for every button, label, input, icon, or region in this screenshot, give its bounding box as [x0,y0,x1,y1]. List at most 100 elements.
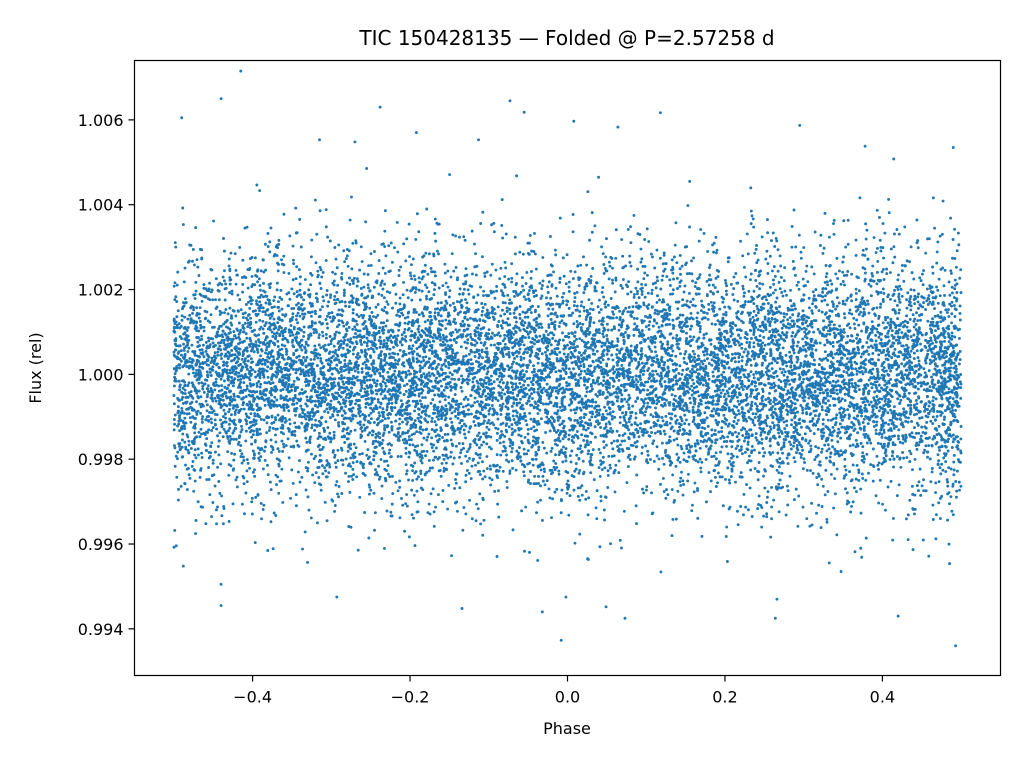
data-point [388,367,392,371]
data-point [424,454,427,458]
data-point [404,389,408,393]
data-point [181,223,185,226]
data-point [651,363,655,367]
data-point [608,264,612,268]
data-point [784,434,788,438]
data-point [282,357,286,361]
data-point [536,500,540,504]
data-point [779,461,783,465]
data-point [424,409,428,413]
data-point [686,438,690,442]
data-point [927,444,931,447]
data-point [863,435,867,439]
data-point [246,461,250,465]
data-point [643,238,647,241]
data-point [808,429,812,433]
data-point [448,322,452,326]
data-point [447,395,451,399]
data-point [220,388,224,392]
data-point [194,280,198,284]
data-point [938,466,942,470]
data-point [763,451,767,455]
data-point [710,409,714,413]
data-point [186,317,190,321]
data-point [883,326,887,330]
data-point [441,340,445,344]
data-point [586,380,590,383]
data-point [229,395,233,399]
data-point [795,443,799,447]
data-point [828,323,832,327]
data-point [271,547,275,551]
data-point [645,227,649,231]
data-point [873,390,877,394]
data-point [692,382,696,385]
data-point [249,302,253,306]
data-point [212,325,216,329]
data-point [324,349,328,353]
data-point [367,483,371,487]
data-point [751,217,755,221]
data-point [458,486,462,490]
data-point [733,416,737,419]
data-point [518,347,522,351]
data-point [404,463,408,467]
data-point [698,446,702,450]
data-point [461,528,465,532]
data-point [280,439,284,443]
data-point [230,349,234,352]
data-point [342,398,345,402]
data-point [234,437,238,441]
data-point [371,433,374,437]
data-point [221,415,225,418]
data-point [646,316,650,319]
data-point [741,388,745,392]
data-point [249,357,253,361]
data-point [641,487,644,491]
data-point [443,418,447,422]
data-point [809,469,812,472]
data-point [557,472,561,476]
data-point [863,271,867,275]
data-point [756,328,760,332]
data-point [774,300,778,304]
data-point [642,491,646,495]
data-point [529,305,533,309]
data-point [194,226,198,230]
data-point [250,442,254,446]
data-point [814,348,818,352]
data-point [310,365,314,369]
data-point [221,398,225,402]
data-point [829,431,833,435]
data-point [538,334,542,338]
data-point [648,405,652,409]
data-point [437,363,440,366]
data-point [793,307,797,311]
data-point [837,301,841,305]
data-point [283,337,287,340]
data-point [255,384,259,388]
data-point [698,409,701,413]
data-point [189,243,193,247]
data-point [431,385,435,389]
data-point [845,371,849,375]
data-point [766,272,770,275]
data-point [295,348,299,352]
data-point [412,274,416,278]
data-point [888,271,892,274]
data-point [407,435,411,438]
data-point [919,318,922,322]
data-point [420,405,424,409]
data-point [574,378,578,382]
data-point [954,308,958,312]
data-point [672,438,676,442]
data-point [411,469,414,473]
data-point [881,321,885,325]
data-point [798,375,802,379]
data-point [628,254,632,258]
data-point [288,334,292,338]
data-point [489,483,493,487]
data-point [232,309,236,313]
data-point [840,397,844,401]
data-point [811,471,815,475]
